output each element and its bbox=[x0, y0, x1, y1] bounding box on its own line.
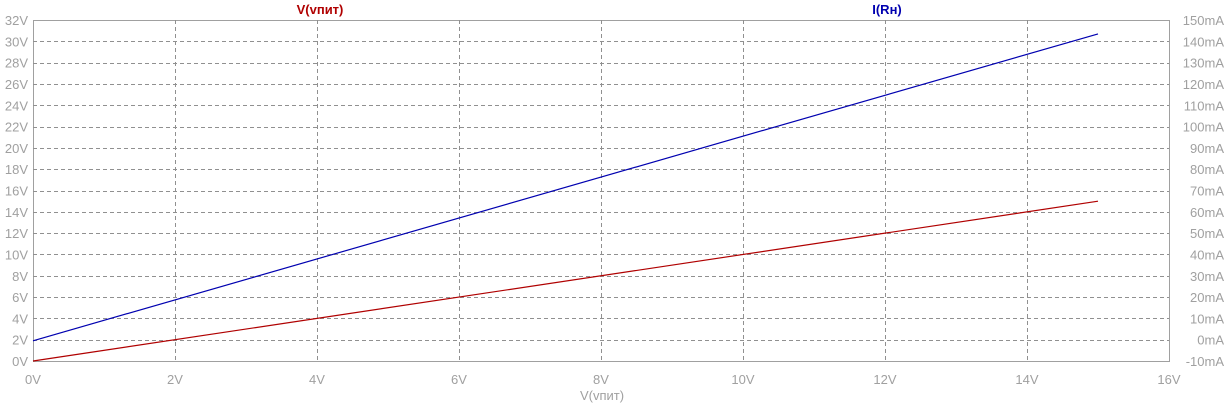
y-right-tick-label: 120mA bbox=[1183, 77, 1225, 92]
y-right-tick-label: 0mA bbox=[1197, 333, 1224, 348]
x-tick-label: 0V bbox=[25, 372, 41, 387]
y-left-tick-label: 18V bbox=[5, 162, 28, 177]
y-left-tick-labels: 0V 2V 4V 6V 8V 10V 12V 14V 16V 18V 20V 22V 24V 26V 28V… bbox=[5, 13, 28, 369]
series-lines bbox=[32, 33, 1099, 362]
gridlines bbox=[33, 20, 1169, 361]
y-left-tick-label: 6V bbox=[12, 290, 28, 305]
y-left-tick-label: 14V bbox=[5, 205, 28, 220]
y-left-tick-label: 26V bbox=[5, 77, 28, 92]
y-left-tick-label: 16V bbox=[5, 184, 28, 199]
y-left-tick-label: 2V bbox=[12, 333, 28, 348]
y-left-tick-label: 12V bbox=[5, 226, 28, 241]
legend-irn: I(Rн) bbox=[872, 2, 902, 17]
y-right-tick-label: 30mA bbox=[1190, 269, 1224, 284]
x-tick-label: 2V bbox=[167, 372, 183, 387]
x-tick-label: 14V bbox=[1015, 372, 1038, 387]
x-tick-label: 12V bbox=[873, 372, 896, 387]
y-right-tick-label: 140mA bbox=[1183, 34, 1225, 49]
y-left-tick-label: 20V bbox=[5, 141, 28, 156]
y-right-tick-label: 70mA bbox=[1190, 184, 1224, 199]
y-right-tick-label: 90mA bbox=[1190, 141, 1224, 156]
y-left-tick-label: 30V bbox=[5, 34, 28, 49]
y-left-tick-label: 32V bbox=[5, 13, 28, 28]
x-tick-label: 8V bbox=[593, 372, 609, 387]
y-right-tick-label: 150mA bbox=[1183, 13, 1225, 28]
x-axis-label: V(vпит) bbox=[580, 388, 624, 403]
y-left-tick-label: 8V bbox=[12, 269, 28, 284]
y-right-tick-label: 80mA bbox=[1190, 162, 1224, 177]
y-right-tick-label: -10mA bbox=[1186, 354, 1225, 369]
y-left-tick-label: 28V bbox=[5, 56, 28, 71]
y-left-tick-label: 24V bbox=[5, 98, 28, 113]
y-right-tick-label: 40mA bbox=[1190, 247, 1224, 262]
x-tick-labels: 0V 2V 4V 6V 8V 10V 12V 14V 16V bbox=[25, 372, 1181, 387]
y-left-tick-label: 0V bbox=[12, 354, 28, 369]
x-tick-label: 16V bbox=[1157, 372, 1180, 387]
y-right-tick-label: 10mA bbox=[1190, 311, 1224, 326]
legend-vpit: V(vпит) bbox=[297, 2, 344, 17]
y-right-tick-label: 110mA bbox=[1184, 98, 1225, 113]
x-tick-label: 4V bbox=[309, 372, 325, 387]
series-line bbox=[32, 200, 1099, 362]
series-line bbox=[32, 33, 1099, 342]
y-right-tick-label: 20mA bbox=[1190, 290, 1224, 305]
y-right-tick-label: 130mA bbox=[1183, 56, 1225, 71]
x-tick-label: 10V bbox=[731, 372, 754, 387]
y-left-tick-label: 22V bbox=[5, 120, 28, 135]
x-tick-label: 6V bbox=[451, 372, 467, 387]
y-left-tick-label: 10V bbox=[5, 247, 28, 262]
y-right-tick-label: 60mA bbox=[1190, 205, 1224, 220]
y-right-tick-label: 100mA bbox=[1183, 120, 1225, 135]
y-right-tick-label: 50mA bbox=[1190, 226, 1224, 241]
y-left-tick-label: 4V bbox=[12, 311, 28, 326]
y-right-tick-labels: -10mA 0mA 10mA 20mA 30mA 40mA 50mA 60mA 70mA 80mA… bbox=[1183, 13, 1225, 369]
